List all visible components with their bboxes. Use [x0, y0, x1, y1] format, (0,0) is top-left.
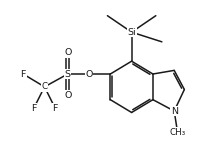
Text: Si: Si — [127, 28, 136, 37]
Text: F: F — [21, 70, 26, 79]
Text: S: S — [65, 70, 71, 79]
Text: F: F — [52, 104, 58, 113]
Text: O: O — [64, 48, 71, 57]
Text: O: O — [85, 70, 93, 79]
Text: O: O — [64, 91, 71, 100]
Text: N: N — [171, 107, 178, 115]
Text: CH₃: CH₃ — [169, 128, 186, 137]
Text: F: F — [31, 104, 37, 113]
Text: C: C — [41, 82, 48, 91]
